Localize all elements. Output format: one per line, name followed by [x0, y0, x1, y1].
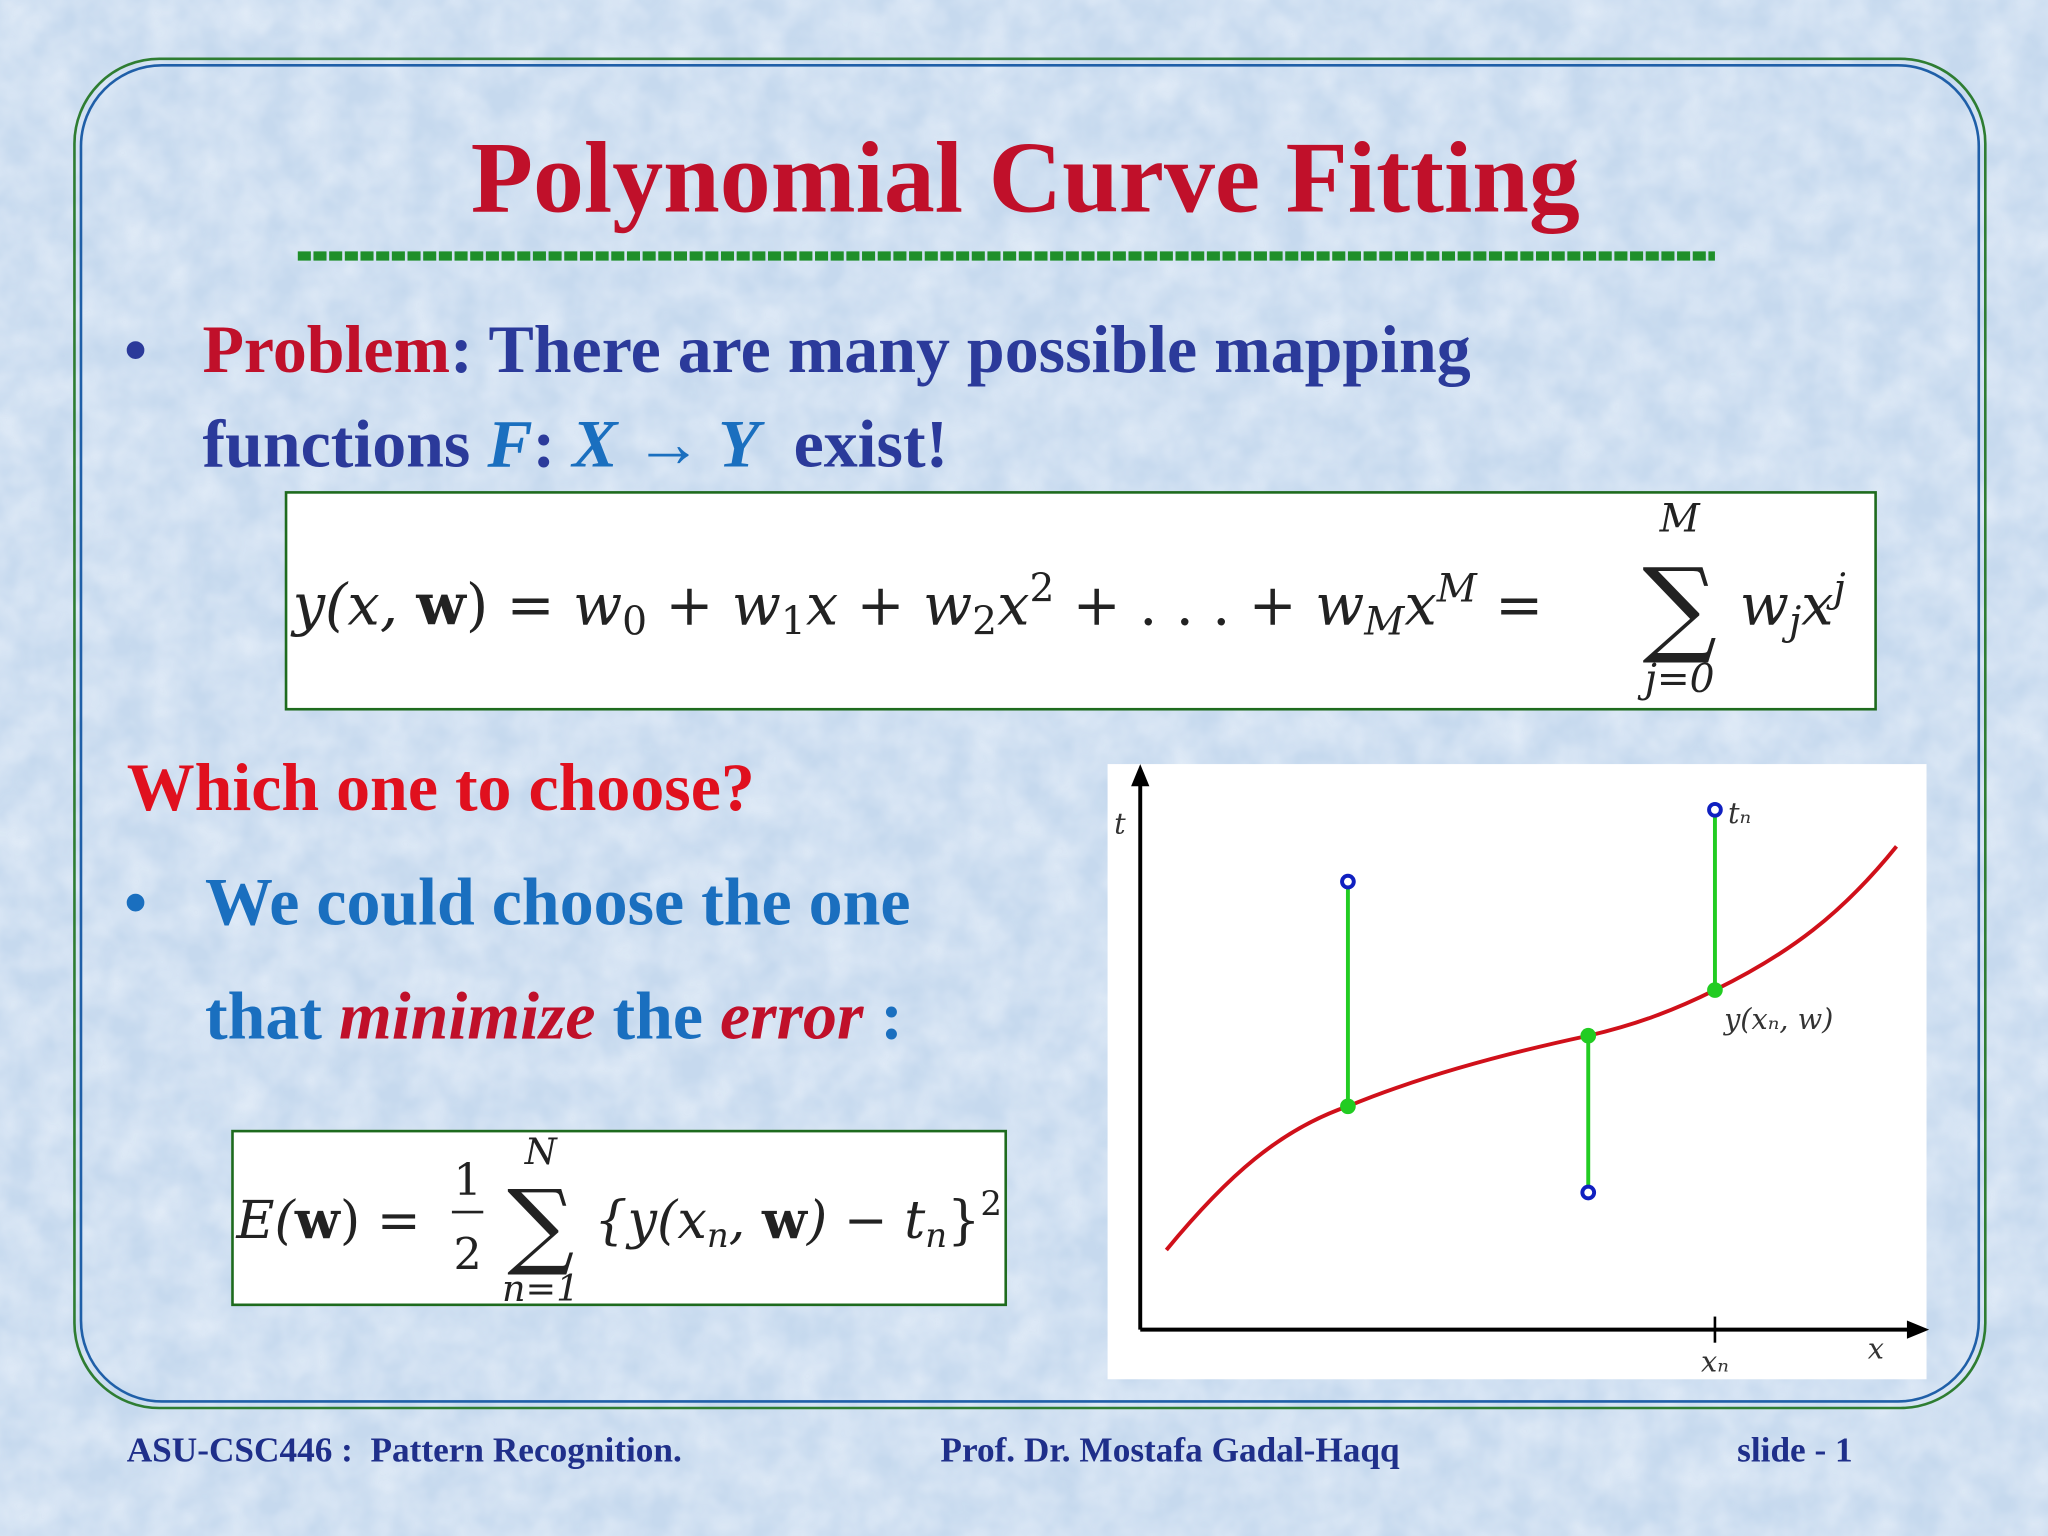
footer-author: Prof. Dr. Mostafa Gadal-Haqq [940, 1431, 1400, 1470]
f: w [573, 571, 622, 638]
fit-point [1707, 982, 1723, 998]
denominator: 2 [453, 1230, 481, 1281]
text: : [450, 311, 473, 387]
bullet-text: We could choose the one [205, 864, 910, 940]
graph: t x tₙ y(xₙ, w) xₙ [1107, 764, 1930, 1380]
frame [73, 57, 1987, 1410]
formula: wjxj [1740, 566, 1846, 645]
f: w [732, 571, 781, 638]
f: + . . . + [1054, 571, 1315, 638]
f: E( [235, 1191, 296, 1251]
fit-point [1340, 1098, 1356, 1115]
title: Polynomial Curve Fitting [471, 122, 1580, 235]
footer-slide: slide - 1 [1737, 1431, 1853, 1470]
formula: E(w) = [235, 1190, 437, 1251]
formula-box [231, 1129, 1008, 1307]
sum: ∑ [507, 1170, 574, 1279]
f: 2 [972, 600, 997, 645]
f: ) = [340, 1191, 437, 1251]
f: n [707, 1216, 729, 1256]
curve [1164, 845, 1899, 1252]
emphasis: error [720, 977, 864, 1053]
f: ) − t [806, 1191, 926, 1251]
bullet: • [124, 868, 147, 940]
bullet: • [124, 315, 147, 387]
f: {y(x [594, 1191, 707, 1251]
formula-box [284, 491, 1877, 711]
sum: ∑ [1642, 546, 1717, 668]
y-axis-label: t [1114, 806, 1126, 840]
f: x + [806, 571, 923, 638]
text: that [205, 977, 339, 1053]
f: w [1315, 571, 1364, 638]
text: functions [202, 405, 487, 481]
f: n [925, 1216, 947, 1256]
residuals [1345, 809, 1717, 1193]
f: M [1363, 600, 1405, 645]
question: Which one to choose? [127, 749, 755, 825]
f: 2 [1029, 566, 1054, 611]
f: + [647, 571, 732, 638]
text: exist! [760, 405, 949, 481]
f: } [947, 1191, 980, 1251]
f: 0 [622, 600, 647, 645]
text: : [533, 405, 556, 481]
f: x [997, 571, 1029, 638]
emphasis: minimize [339, 977, 596, 1053]
formula: y(x, w) = w0 + w1x + w2x2 + . . . + wMxM… [290, 566, 1544, 645]
graph-background [1107, 764, 1927, 1380]
f: x [1404, 571, 1436, 638]
f: M [1436, 566, 1478, 611]
arrow [1906, 1320, 1930, 1339]
f: y(x, [290, 571, 417, 638]
label: Problem [202, 311, 450, 387]
f: ) = [466, 571, 573, 638]
footer-course: ASU-CSC446 : Pattern Recognition. [127, 1431, 682, 1470]
data-points [1340, 801, 1723, 1201]
sum-upper: N [524, 1130, 559, 1173]
sum-lower: n=1 [502, 1267, 579, 1310]
f: 1 [781, 600, 806, 645]
fit-point [1580, 1027, 1597, 1044]
f: w [294, 1190, 342, 1251]
x-axis-label: x [1868, 1331, 1884, 1365]
formula: {y(xn, w) − tn}2 [594, 1184, 1002, 1257]
f: 2 [980, 1184, 1002, 1224]
f: w [415, 570, 467, 638]
symbol: X → Y [570, 405, 765, 481]
prediction-label: y(xₙ, w) [1722, 1002, 1833, 1036]
data-point [1580, 1184, 1597, 1201]
bullet-text: Problem: There are many possible mapping [202, 311, 1470, 387]
f: w [923, 571, 972, 638]
x-point-label: xₙ [1701, 1344, 1729, 1378]
text: : [863, 977, 903, 1053]
numerator: 1 [453, 1155, 481, 1206]
f: = [1477, 571, 1543, 638]
text: the [596, 977, 720, 1053]
data-point [1340, 873, 1356, 890]
target-label: tₙ [1728, 796, 1751, 830]
frame-inner [79, 63, 1981, 1403]
f: , [729, 1191, 762, 1251]
f: w [761, 1190, 809, 1251]
sum-upper: M [1659, 497, 1701, 542]
data-point [1707, 801, 1723, 818]
text: There are many possible mapping [473, 311, 1471, 387]
symbol: F [486, 405, 532, 481]
bullet-text: functions F: X → Y exist! [202, 405, 948, 481]
bullet-text: that minimize the error : [205, 977, 903, 1053]
sum-lower: j=0 [1637, 657, 1715, 702]
f: w [1740, 571, 1789, 638]
f: x [1801, 571, 1833, 638]
arrow [1131, 764, 1150, 787]
fit-points [1340, 982, 1723, 1115]
